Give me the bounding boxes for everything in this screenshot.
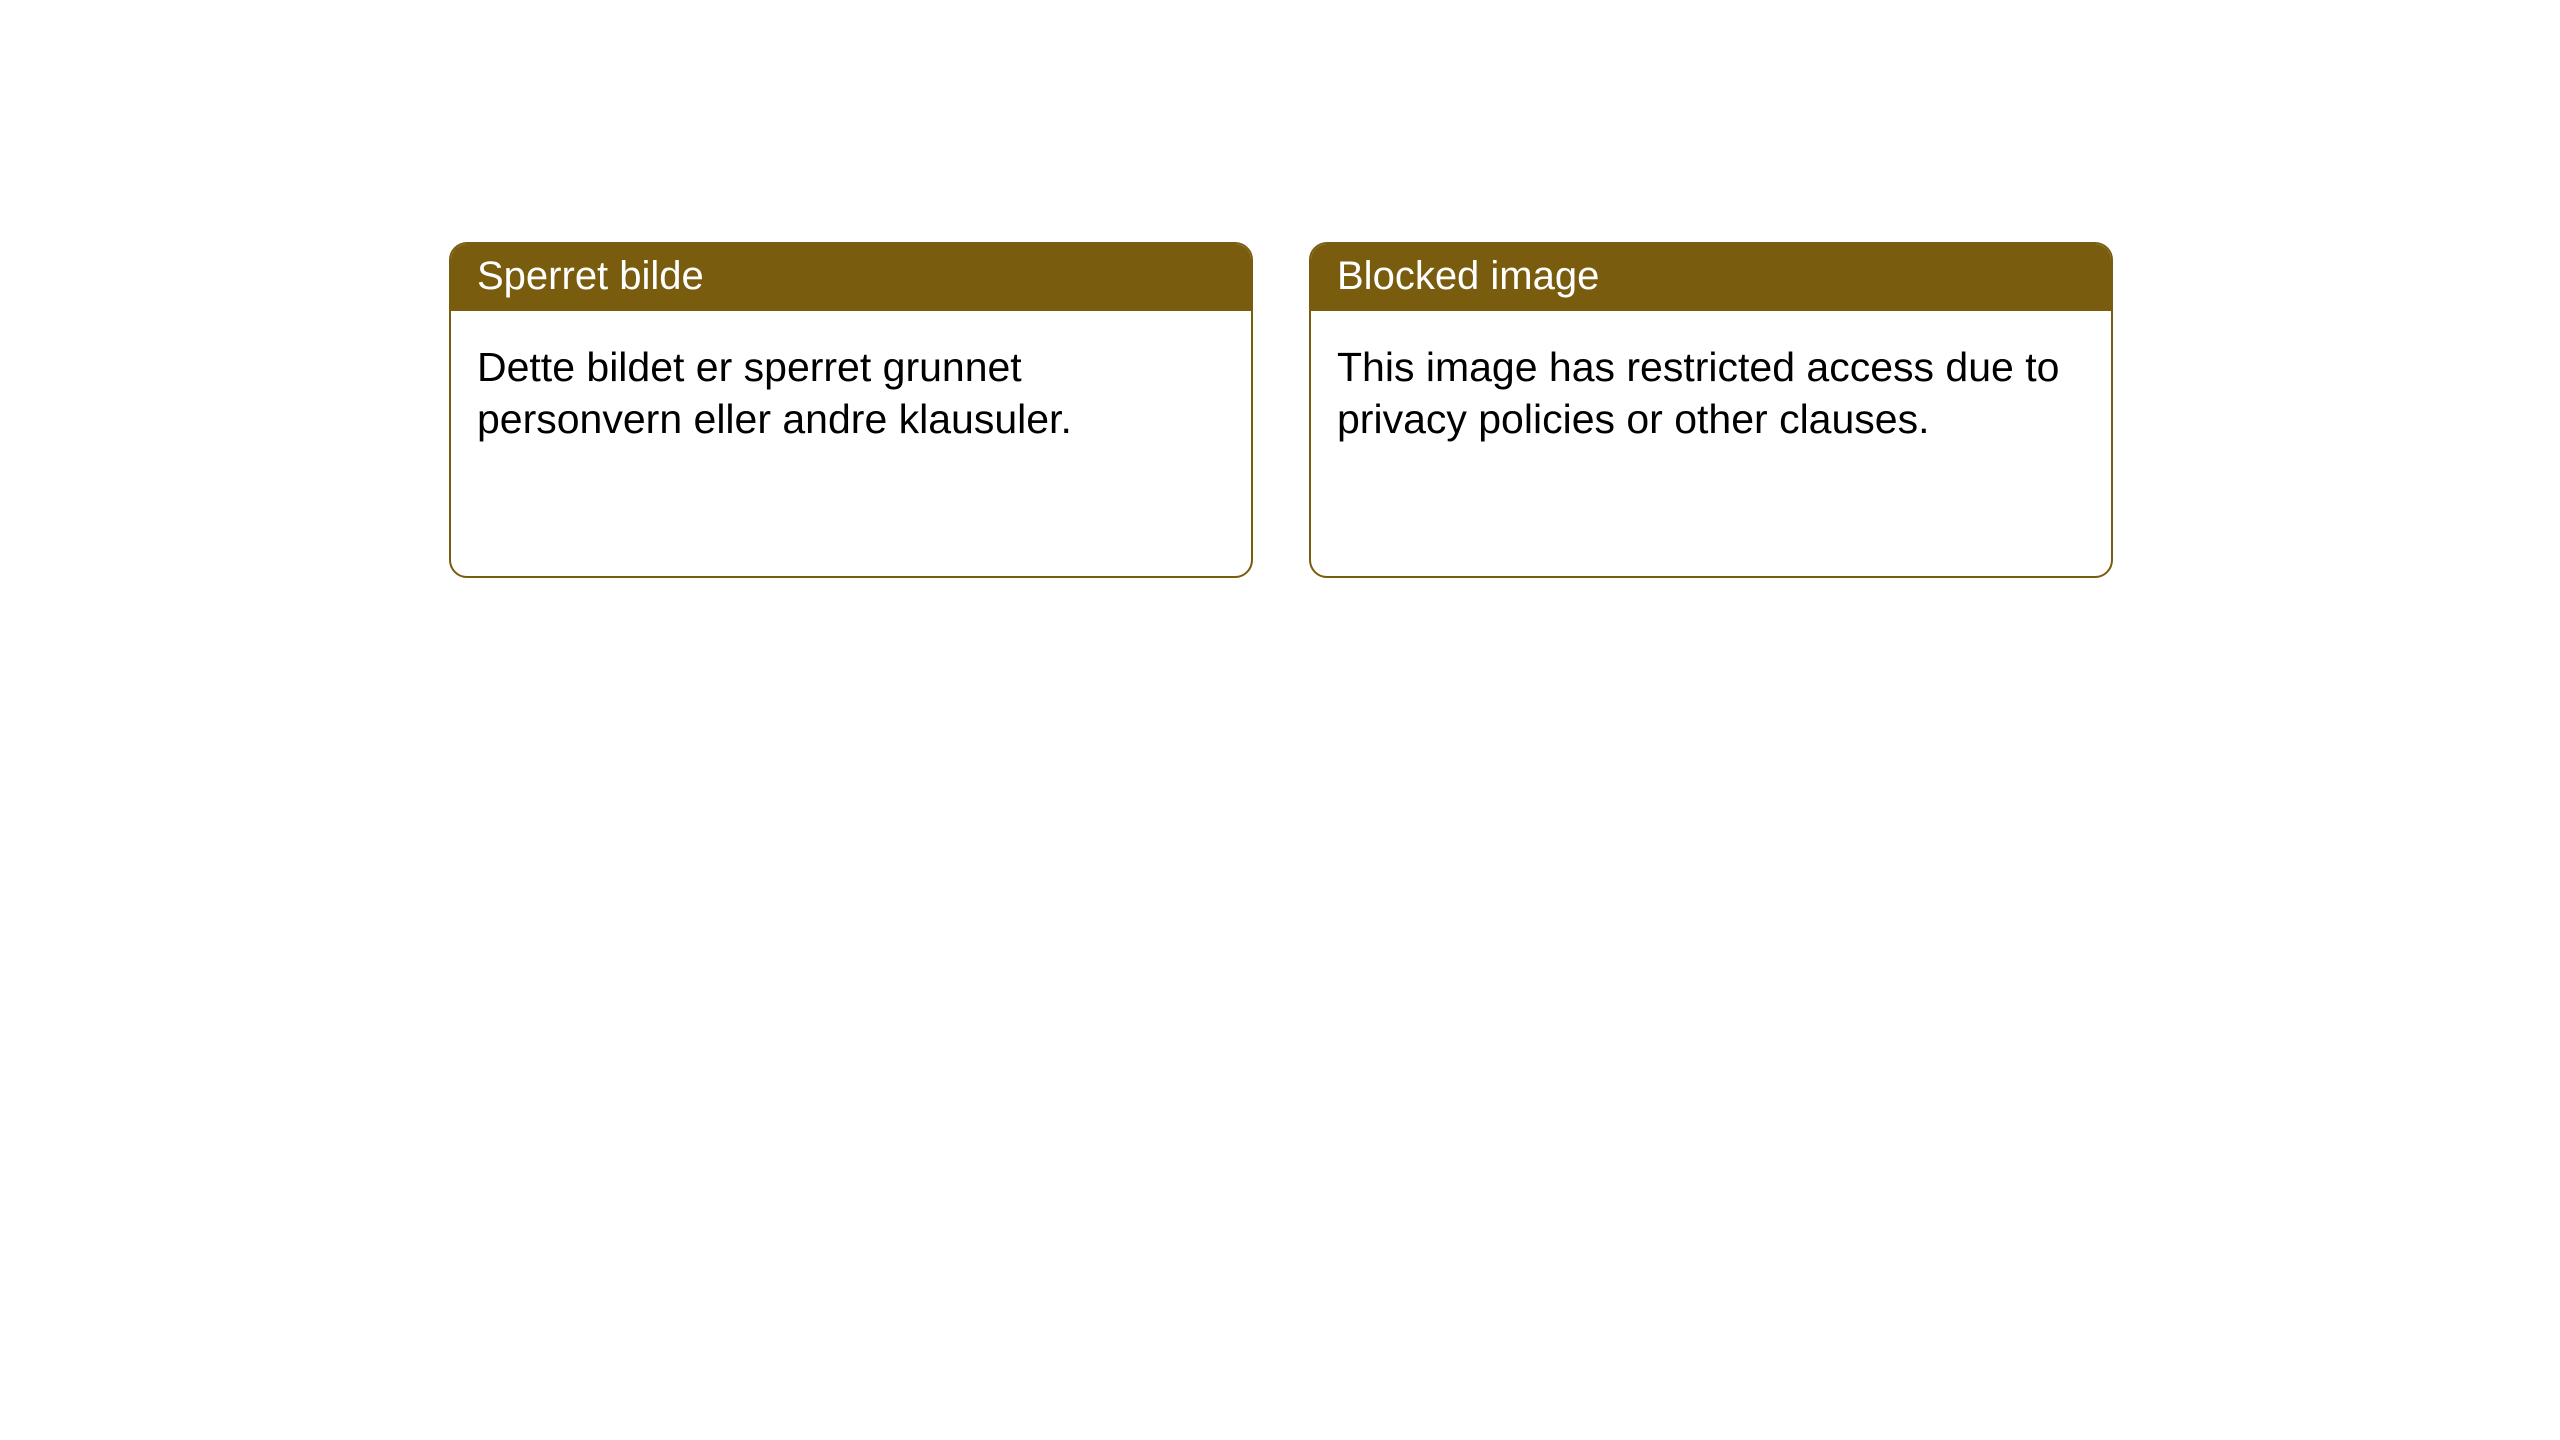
notice-header-norwegian: Sperret bilde [451, 244, 1251, 311]
notice-body-norwegian: Dette bildet er sperret grunnet personve… [451, 311, 1251, 472]
notice-body-english: This image has restricted access due to … [1311, 311, 2111, 472]
notice-header-english: Blocked image [1311, 244, 2111, 311]
notice-box-norwegian: Sperret bilde Dette bildet er sperret gr… [449, 242, 1253, 578]
notice-box-english: Blocked image This image has restricted … [1309, 242, 2113, 578]
notice-container: Sperret bilde Dette bildet er sperret gr… [449, 242, 2113, 578]
